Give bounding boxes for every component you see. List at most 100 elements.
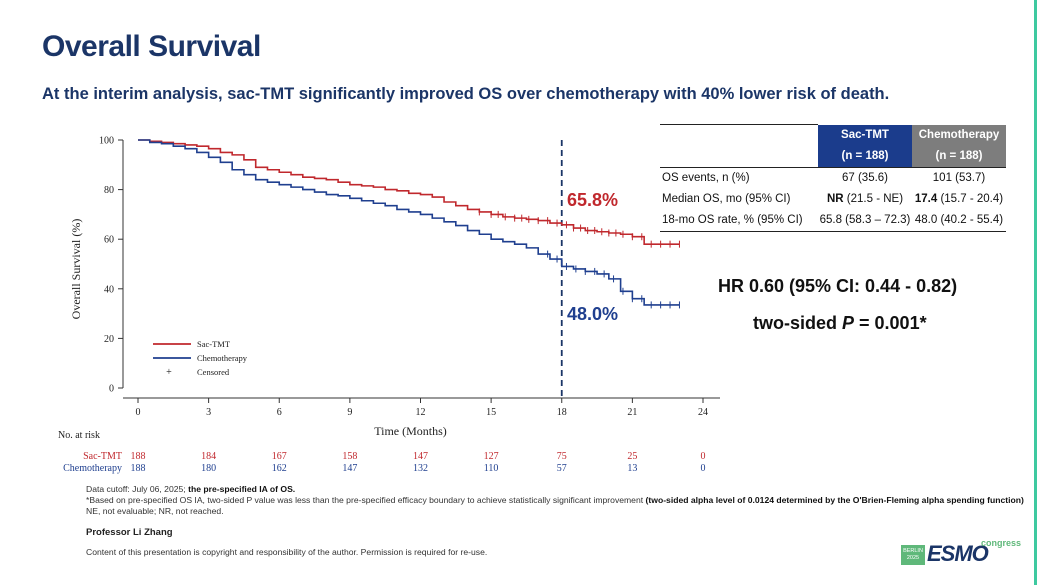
- legend-label-chemotherapy: Chemotherapy: [197, 353, 248, 363]
- sac-value: 65.8 (58.3 – 72.3): [818, 209, 912, 232]
- chart-axes: 0 20 40 60 80 100 0 3 6 9 12 15 18 21 24 Time (Months) O…: [69, 136, 720, 438]
- sac-median-value: NR: [826, 193, 844, 205]
- col-sac-name: Sac-TMT: [818, 124, 912, 146]
- summary-row-median: Median OS, mo (95% CI) NR (21.5 - NE) 17…: [660, 189, 1006, 210]
- at-risk-count: 184: [201, 451, 216, 462]
- summary-header-row: Sac-TMT Chemotherapy: [660, 124, 1006, 167]
- esmo-congress-logo: BERLIN 2025 ESMO congress: [901, 538, 1021, 570]
- copyright-notice: Content of this presentation is copyrigh…: [86, 547, 488, 557]
- at-risk-count: 0: [701, 451, 706, 462]
- x-tick-label: 15: [486, 407, 496, 418]
- at-risk-count: 25: [627, 451, 637, 462]
- row-label: Median OS, mo (95% CI): [662, 193, 791, 205]
- chart-legend: Sac-TMT Chemotherapy + Censored: [153, 339, 248, 378]
- legend-label-censored: Censored: [197, 367, 230, 377]
- at-risk-count: 13: [627, 463, 637, 474]
- at-risk-count: 147: [413, 451, 428, 462]
- x-tick-label: 24: [698, 407, 708, 418]
- col-chemo-name: Chemotherapy: [912, 124, 1006, 146]
- hazard-ratio: HR 0.60 (95% CI: 0.44 - 0.82): [718, 276, 958, 296]
- summary-header-n-row: (n = 188) (n = 188): [660, 145, 1006, 167]
- x-tick-label: 6: [277, 407, 282, 418]
- x-tick-label: 21: [627, 407, 637, 418]
- logo-badge-city: BERLIN: [903, 548, 923, 554]
- chemo-median-value: 17.4: [914, 193, 938, 205]
- legend-censor-mark: +: [166, 367, 172, 378]
- at-risk-count: 188: [131, 451, 146, 462]
- sac-value: 67 (35.6): [818, 166, 912, 189]
- y-tick-label: 100: [99, 136, 114, 147]
- row-label: 18-mo OS rate, % (95% CI): [660, 209, 818, 232]
- x-tick-label: 3: [206, 407, 211, 418]
- at-risk-count: 158: [342, 451, 357, 462]
- at-risk-heading: No. at risk: [58, 430, 100, 441]
- at-risk-count: 167: [272, 451, 287, 462]
- y-axis-label: Overall Survival (%): [69, 219, 83, 320]
- at-risk-count: 127: [484, 451, 499, 462]
- chart-annotations: 65.8% 48.0%: [567, 190, 618, 324]
- annotation-chemo-18mo: 48.0%: [567, 304, 618, 324]
- col-sac-n: (n = 188): [818, 145, 912, 167]
- summary-row-18mo: 18-mo OS rate, % (95% CI) 65.8 (58.3 – 7…: [660, 209, 1006, 232]
- chemo-median-ci: (15.7 - 20.4): [937, 193, 1004, 205]
- chart-series: [138, 139, 680, 309]
- logo-badge: BERLIN 2025: [901, 545, 925, 565]
- slide-subtitle: At the interim analysis, sac-TMT signifi…: [42, 85, 890, 103]
- presenter-name: Professor Li Zhang: [86, 527, 173, 538]
- at-risk-count: 132: [413, 463, 428, 474]
- y-tick-label: 20: [104, 334, 114, 345]
- at-risk-count: 57: [557, 463, 567, 474]
- annotation-sac-18mo: 65.8%: [567, 190, 618, 210]
- at-risk-count: 162: [272, 463, 287, 474]
- footnote-cutoff: Data cutoff: July 06, 2025; the pre-spec…: [86, 484, 1024, 495]
- p-prefix: two-sided: [753, 313, 842, 333]
- x-tick-label: 18: [557, 407, 567, 418]
- footnote-pvalue-bold: (two-sided alpha level of 0.0124 determi…: [645, 495, 1024, 505]
- y-tick-label: 80: [104, 185, 114, 196]
- survival-curve-chemotherapy: [138, 139, 680, 306]
- chemo-value: 17.4 (15.7 - 20.4): [912, 189, 1006, 210]
- chemo-value: 48.0 (40.2 - 55.4): [912, 209, 1006, 232]
- slide-accent-border: [1034, 0, 1037, 585]
- at-risk-count: 188: [131, 463, 146, 474]
- logo-congress: congress: [981, 538, 1022, 548]
- chemo-value: 101 (53.7): [912, 166, 1006, 189]
- footnote-pvalue-text: *Based on pre-specified OS IA, two-sided…: [86, 495, 646, 505]
- y-tick-label: 60: [104, 235, 114, 246]
- logo-wordmark: ESMO: [927, 541, 989, 566]
- summary-row-events: OS events, n (%) 67 (35.6) 101 (53.7): [660, 166, 1006, 189]
- summary-header-blank: [660, 124, 818, 167]
- summary-table: Sac-TMT Chemotherapy (n = 188) (n = 188)…: [660, 124, 1006, 232]
- y-tick-label: 40: [104, 284, 114, 295]
- at-risk-count: 147: [342, 463, 357, 474]
- at-risk-count: 0: [701, 463, 706, 474]
- footnotes: Data cutoff: July 06, 2025; the pre-spec…: [86, 484, 1024, 517]
- sac-value: NR (21.5 - NE): [818, 189, 912, 210]
- p-value: two-sided P = 0.001*: [753, 313, 927, 334]
- footnote-cutoff-text: Data cutoff: July 06, 2025;: [86, 484, 189, 494]
- row-label: OS events, n (%): [660, 166, 818, 189]
- footnote-pvalue: *Based on pre-specified OS IA, two-sided…: [86, 495, 1024, 506]
- km-survival-chart: 0 20 40 60 80 100 0 3 6 9 12 15 18 21 24 Time (Months) O…: [58, 136, 720, 474]
- col-chemo-n: (n = 188): [912, 145, 1006, 167]
- y-tick-label: 0: [109, 384, 114, 395]
- x-tick-label: 0: [136, 407, 141, 418]
- survival-curve-sac-tmt: [138, 139, 680, 245]
- p-italic: P: [842, 313, 855, 333]
- x-tick-label: 12: [416, 407, 426, 418]
- sac-median-ci: (21.5 - NE): [843, 193, 904, 205]
- at-risk-row-label: Sac-TMT: [83, 451, 122, 462]
- at-risk-count: 180: [201, 463, 216, 474]
- slide-title: Overall Survival: [42, 30, 261, 63]
- at-risk-row-label: Chemotherapy: [63, 463, 122, 474]
- logo-badge-year: 2025: [906, 554, 920, 561]
- footnote-abbrev: NE, not evaluable; NR, not reached.: [86, 506, 224, 516]
- legend-label-sac-tmt: Sac-TMT: [197, 339, 231, 349]
- at-risk-count: 110: [484, 463, 499, 474]
- x-tick-label: 9: [347, 407, 352, 418]
- p-suffix: = 0.001*: [854, 313, 927, 333]
- at-risk-count: 75: [557, 451, 567, 462]
- x-axis-label: Time (Months): [374, 424, 447, 438]
- footnote-cutoff-bold: the pre-specified IA of OS.: [188, 484, 296, 494]
